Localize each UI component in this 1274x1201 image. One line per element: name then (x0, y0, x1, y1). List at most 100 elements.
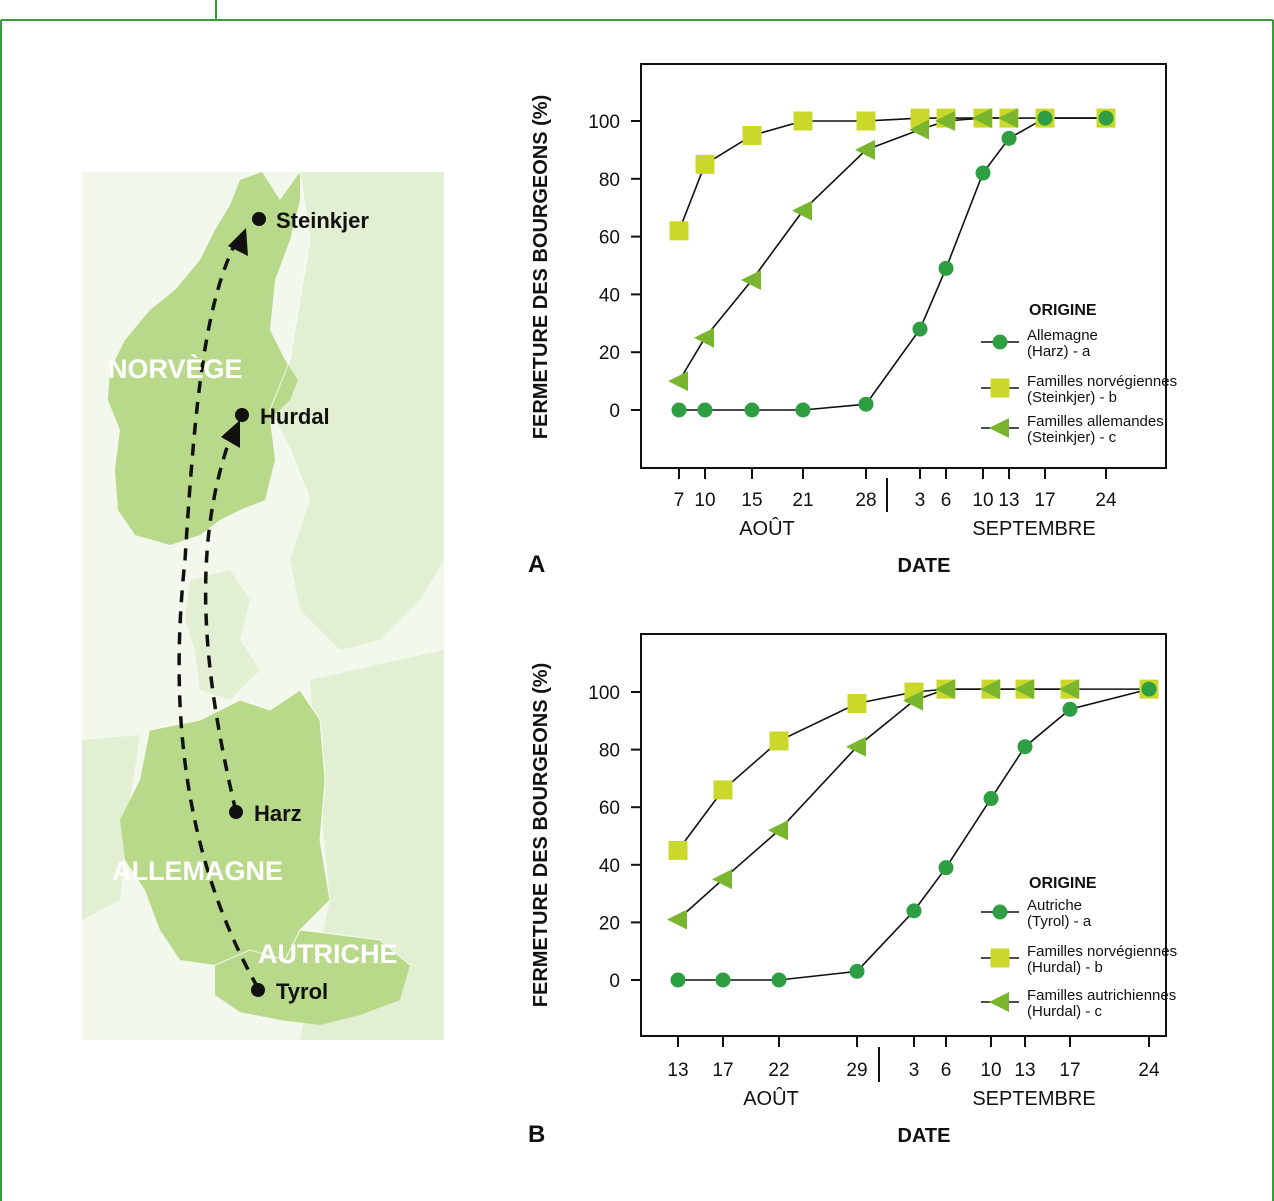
x-tick-label: 10 (694, 490, 715, 511)
chart-b-legend: ORIGINE Autriche(Tyrol) - a Familles norvé… (981, 875, 1177, 1020)
chart-a-month-septembre: SEPTEMBRE (972, 518, 1095, 540)
map-borders (149, 171, 411, 966)
migration-routes (177, 237, 260, 989)
data-point-square (669, 221, 689, 241)
data-point-circle (671, 402, 687, 418)
x-tick-label: 3 (915, 490, 926, 511)
arrow-head-steinkjer (228, 228, 248, 256)
europe-map: Steinkjer Hurdal Harz Tyrol NORVÈGE ALLE… (82, 171, 444, 1040)
series-line-circle (678, 688, 1150, 981)
data-point-triangle (1014, 679, 1034, 700)
label-norvege: NORVÈGE (108, 353, 243, 384)
legend-label: Familles norvégiennes (1027, 373, 1177, 390)
x-tick-label: 24 (1138, 1060, 1160, 1081)
legend-title: ORIGINE (1029, 875, 1097, 892)
data-point-circle (1017, 739, 1033, 755)
city-dot-harz (229, 805, 243, 819)
series-line-triangle (677, 688, 1070, 921)
legend-label: Familles allemandes (1027, 413, 1164, 430)
chart-a-plot-frame (640, 63, 1167, 469)
label-steinkjer: Steinkjer (276, 208, 369, 233)
data-point-triangle (667, 909, 687, 930)
sweden-landmass (270, 172, 444, 650)
legend-title: ORIGINE (1029, 302, 1097, 319)
chart-b-xlabel: DATE (898, 1125, 951, 1147)
data-point-circle (771, 972, 787, 988)
label-tyrol: Tyrol (276, 979, 328, 1004)
chart-b-series (667, 679, 1159, 988)
legend-label: Familles norvégiennes (1027, 943, 1177, 960)
x-tick-label: 15 (741, 490, 762, 511)
city-dot-hurdal (235, 408, 249, 422)
x-tick-label: 24 (1095, 490, 1117, 511)
germany-landmass (120, 690, 330, 965)
denmark-landmass (185, 570, 260, 700)
y-tick-label: 100 (588, 683, 620, 704)
data-point-triangle (712, 869, 732, 890)
x-tick-label: 10 (972, 490, 993, 511)
data-point-circle (715, 972, 731, 988)
legend-marker-circle (992, 334, 1008, 350)
chart-a-month-aout: AOÛT (739, 517, 795, 540)
legend-label: Autriche (1027, 897, 1082, 914)
data-point-circle (975, 165, 991, 181)
x-tick-label: 29 (846, 1060, 867, 1081)
y-tick-label: 60 (599, 798, 620, 819)
series-line-circle (679, 117, 1106, 411)
chart-a-series (668, 108, 1116, 418)
data-point-triangle (694, 327, 714, 348)
y-tick-label: 20 (599, 913, 620, 934)
data-point-triangle (792, 200, 812, 221)
legend-marker-triangle (989, 418, 1009, 438)
data-point-triangle (980, 679, 1000, 700)
x-tick-label: 6 (941, 490, 952, 511)
legend-sublabel: (Tyrol) - a (1027, 913, 1092, 930)
chart-a-legend: ORIGINE Allemagne(Harz) - a Familles norvé… (981, 302, 1177, 446)
data-point-circle (938, 260, 954, 276)
data-point-triangle (768, 820, 788, 841)
chart-b: 0 20 40 60 80 100 13 17 22 29 3 6 10 13 17 24 ORIGINE Au… (528, 633, 1177, 1148)
data-point-circle (1141, 681, 1157, 697)
data-point-circle (1001, 130, 1017, 146)
data-point-circle (983, 791, 999, 807)
y-tick-label: 40 (599, 856, 620, 877)
data-point-triangle (998, 108, 1018, 129)
x-tick-label: 13 (998, 490, 1019, 511)
x-tick-label: 13 (667, 1060, 688, 1081)
y-tick-label: 20 (599, 343, 620, 364)
y-tick-label: 0 (609, 401, 620, 422)
west-europe-landmass (82, 735, 140, 920)
chart-b-plot-frame (640, 633, 1167, 1037)
y-tick-label: 100 (588, 112, 620, 133)
chart-b-month-aout: AOÛT (743, 1087, 799, 1110)
label-allemagne: ALLEMAGNE (112, 856, 283, 886)
legend-marker-circle (992, 904, 1008, 920)
y-tick-label: 80 (599, 741, 620, 762)
city-dot-tyrol (251, 983, 265, 997)
city-dot-steinkjer (252, 212, 266, 226)
norway-landmass (108, 172, 300, 545)
x-tick-label: 3 (909, 1060, 920, 1081)
data-point-circle (795, 402, 811, 418)
data-point-square (668, 840, 688, 860)
data-point-square (713, 780, 733, 800)
data-point-triangle (846, 736, 866, 757)
data-point-circle (697, 402, 713, 418)
data-point-circle (1037, 110, 1053, 126)
data-point-triangle (935, 111, 955, 131)
legend-sublabel: (Steinkjer) - b (1027, 389, 1117, 406)
data-point-square (769, 731, 789, 751)
legend-marker-square (990, 378, 1010, 398)
x-tick-label: 7 (674, 490, 685, 511)
legend-sublabel: (Steinkjer) - c (1027, 429, 1117, 446)
data-point-triangle (935, 679, 955, 700)
x-tick-label: 6 (941, 1060, 952, 1081)
data-point-circle (858, 396, 874, 412)
data-point-circle (906, 903, 922, 919)
data-point-circle (670, 972, 686, 988)
legend-marker-square (990, 948, 1010, 968)
data-point-triangle (855, 139, 875, 160)
